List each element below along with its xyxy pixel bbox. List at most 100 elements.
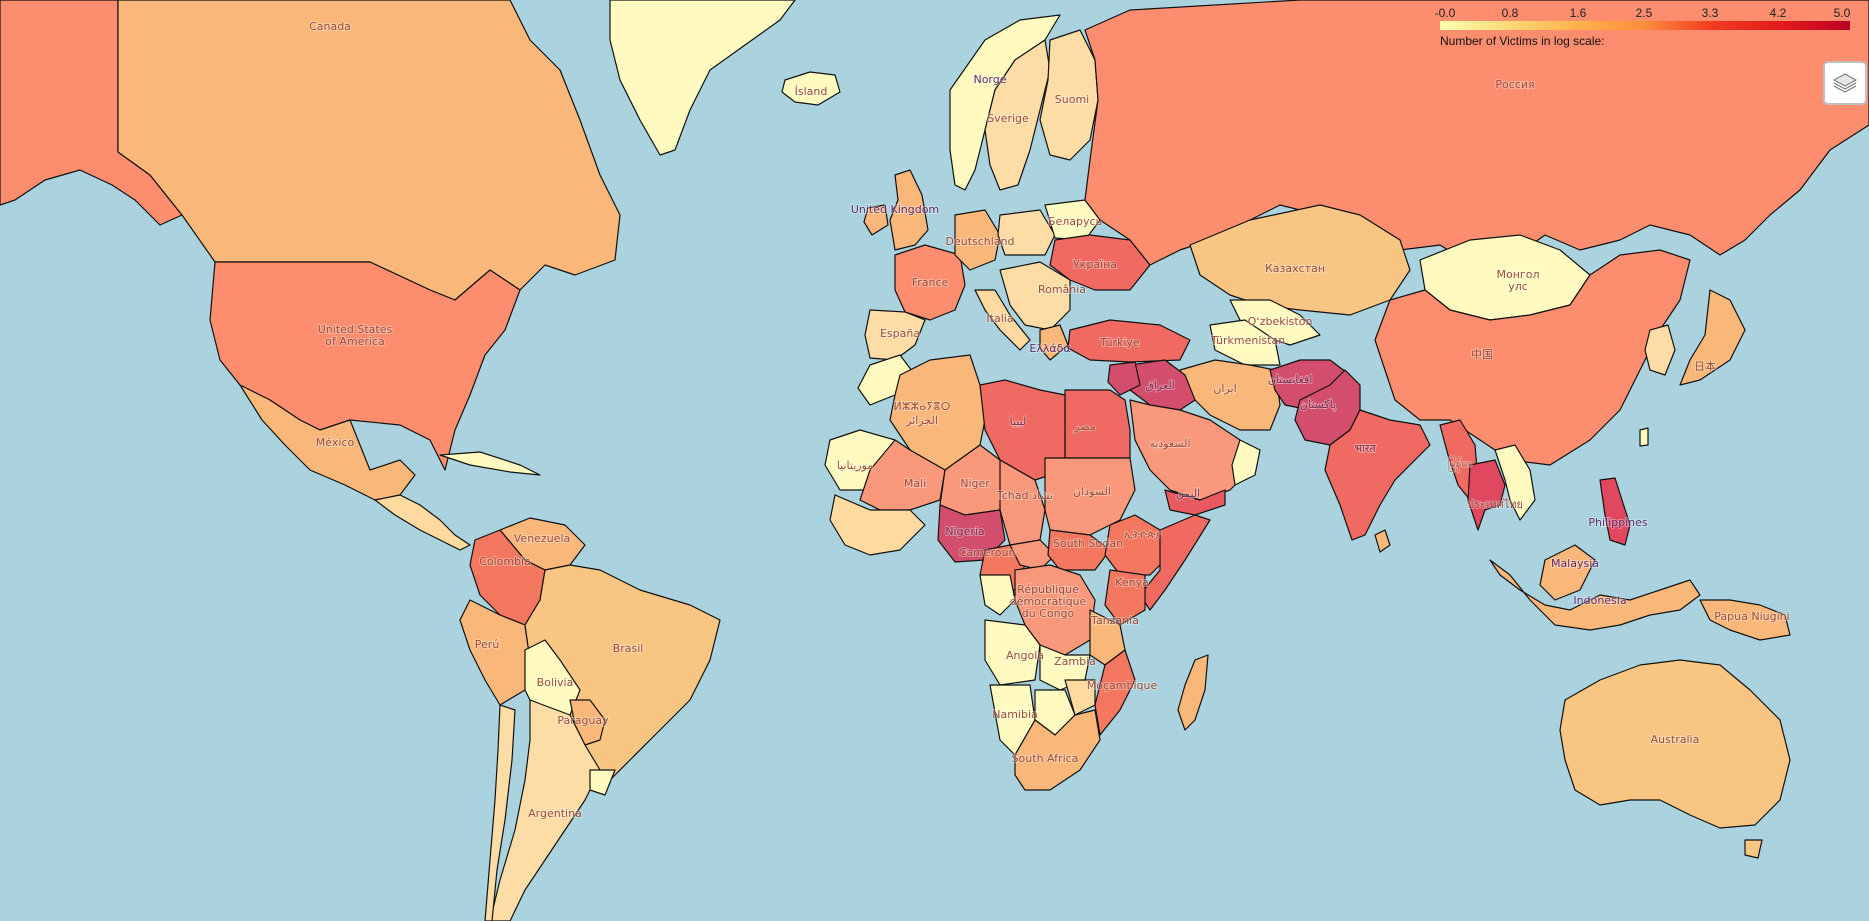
- country-canada[interactable]: [117, 0, 621, 301]
- label-sudan: السودان: [1073, 485, 1111, 498]
- country-spain[interactable]: [864, 309, 926, 361]
- label-japan: 日本: [1694, 359, 1716, 373]
- label-thailand: ประเทศไทย: [1467, 498, 1523, 511]
- country-belarus[interactable]: [1044, 199, 1101, 241]
- label-kazakhstan: Казахстан: [1265, 262, 1325, 275]
- country-somalia[interactable]: [1139, 514, 1211, 611]
- legend: -0.0 0.8 1.6 2.5 3.3 4.2 5.0 Number of V…: [1435, 6, 1851, 48]
- country-ukraine[interactable]: [1049, 234, 1151, 291]
- legend-tick: -0.0: [1434, 6, 1456, 20]
- country-taiwan[interactable]: [1639, 427, 1649, 447]
- label-mongolia-line1: Монгол: [1497, 268, 1540, 281]
- country-srilanka[interactable]: [1374, 529, 1391, 553]
- country-peru[interactable]: [459, 599, 531, 706]
- country-italy[interactable]: [974, 289, 1031, 351]
- country-sudan[interactable]: [1044, 457, 1136, 536]
- country-germany[interactable]: [954, 209, 1001, 271]
- legend-color-segment: [1644, 21, 1714, 30]
- legend-color-segment: [1440, 21, 1509, 30]
- country-southsudan[interactable]: [1047, 529, 1111, 571]
- legend-tick: 4.2: [1769, 6, 1787, 20]
- country-vietnam[interactable]: [1494, 444, 1536, 521]
- legend-color-segment: [1713, 21, 1782, 30]
- country-japan[interactable]: [1679, 289, 1746, 386]
- country-uk[interactable]: [889, 169, 929, 251]
- legend-color-segment: [1576, 21, 1645, 30]
- label-tanzania: Tanzania: [1090, 614, 1139, 627]
- country-iran[interactable]: [1179, 359, 1281, 431]
- country-sweden[interactable]: [984, 39, 1051, 191]
- country-chile[interactable]: [484, 704, 516, 921]
- label-myanmar: မြန်မာ: [1448, 456, 1473, 472]
- label-romania: România: [1038, 283, 1086, 296]
- country-balkans[interactable]: [999, 261, 1071, 331]
- country-car[interactable]: [1009, 539, 1056, 571]
- label-papua: Papua Niugini: [1714, 610, 1789, 623]
- country-greece[interactable]: [1039, 324, 1069, 361]
- country-zimbabwe[interactable]: [1064, 679, 1096, 716]
- label-mozambique: Moçambique: [1087, 679, 1158, 692]
- country-india[interactable]: [1324, 409, 1431, 541]
- label-iceland: Ísland: [795, 85, 828, 98]
- country-cuba[interactable]: [439, 451, 541, 476]
- layers-control-button[interactable]: [1823, 61, 1867, 105]
- country-iraq[interactable]: [1129, 359, 1196, 411]
- country-finland[interactable]: [1039, 29, 1099, 161]
- label-paraguay: Paraguay: [557, 714, 609, 727]
- country-turkiye[interactable]: [1067, 319, 1191, 363]
- country-southafrica[interactable]: [1014, 709, 1101, 791]
- country-angola[interactable]: [984, 619, 1041, 686]
- country-mali[interactable]: [859, 439, 946, 511]
- legend-tick: 2.5: [1635, 6, 1653, 20]
- country-mexico[interactable]: [239, 384, 416, 501]
- country-indonesia[interactable]: [1489, 559, 1701, 631]
- country-philippines[interactable]: [1599, 477, 1631, 546]
- label-italy: Italia: [986, 312, 1013, 325]
- label-peru: Perú: [475, 638, 500, 651]
- country-france[interactable]: [894, 244, 966, 321]
- country-syria[interactable]: [1107, 361, 1141, 396]
- country-korea[interactable]: [1644, 324, 1676, 376]
- label-china: 中国: [1471, 348, 1493, 361]
- label-libya: ليبيا: [1010, 415, 1027, 428]
- country-madagascar[interactable]: [1177, 654, 1209, 731]
- country-kenya[interactable]: [1104, 569, 1146, 626]
- country-iceland[interactable]: [781, 71, 841, 106]
- label-drc-line3: du Congo: [1022, 607, 1075, 620]
- label-colombia: Colombia: [479, 555, 531, 568]
- country-drc[interactable]: [1014, 564, 1096, 656]
- country-argentina[interactable]: [489, 699, 601, 921]
- legend-color-bar: [1440, 21, 1850, 30]
- label-yemen: اليمن: [1176, 487, 1200, 500]
- label-france: France: [912, 276, 949, 289]
- country-ireland[interactable]: [863, 204, 889, 236]
- country-tasmania[interactable]: [1744, 839, 1763, 859]
- label-philippines: Philippines: [1588, 516, 1648, 529]
- country-thailand[interactable]: [1467, 459, 1506, 531]
- label-zambia: Zambia: [1054, 655, 1096, 668]
- country-turkmenistan[interactable]: [1209, 319, 1281, 366]
- country-uruguay[interactable]: [589, 769, 616, 796]
- label-nigeria: Nigeria: [945, 525, 984, 538]
- label-iraq: العراق: [1145, 379, 1174, 392]
- country-labels: Canada United States of America México V…: [308, 19, 1791, 821]
- country-australia[interactable]: [1559, 659, 1791, 829]
- label-spain: España: [880, 327, 920, 340]
- country-greenland[interactable]: [609, 0, 796, 156]
- legend-color-segment: [1781, 21, 1850, 30]
- country-poland[interactable]: [997, 209, 1056, 256]
- label-turkmenistan: Türkmenistan: [1210, 334, 1285, 347]
- country-central-america[interactable]: [374, 494, 471, 551]
- country-yemen[interactable]: [1164, 489, 1226, 516]
- country-malaysia[interactable]: [1539, 544, 1596, 601]
- country-westafrica[interactable]: [829, 494, 926, 556]
- legend-tick: 0.8: [1501, 6, 1519, 20]
- label-southafrica: South Africa: [1012, 752, 1079, 765]
- layers-icon: [1832, 73, 1858, 93]
- country-gabon[interactable]: [979, 574, 1016, 616]
- country-papua[interactable]: [1699, 599, 1791, 641]
- label-kenya: Kenya: [1115, 576, 1149, 589]
- country-oman[interactable]: [1231, 439, 1261, 486]
